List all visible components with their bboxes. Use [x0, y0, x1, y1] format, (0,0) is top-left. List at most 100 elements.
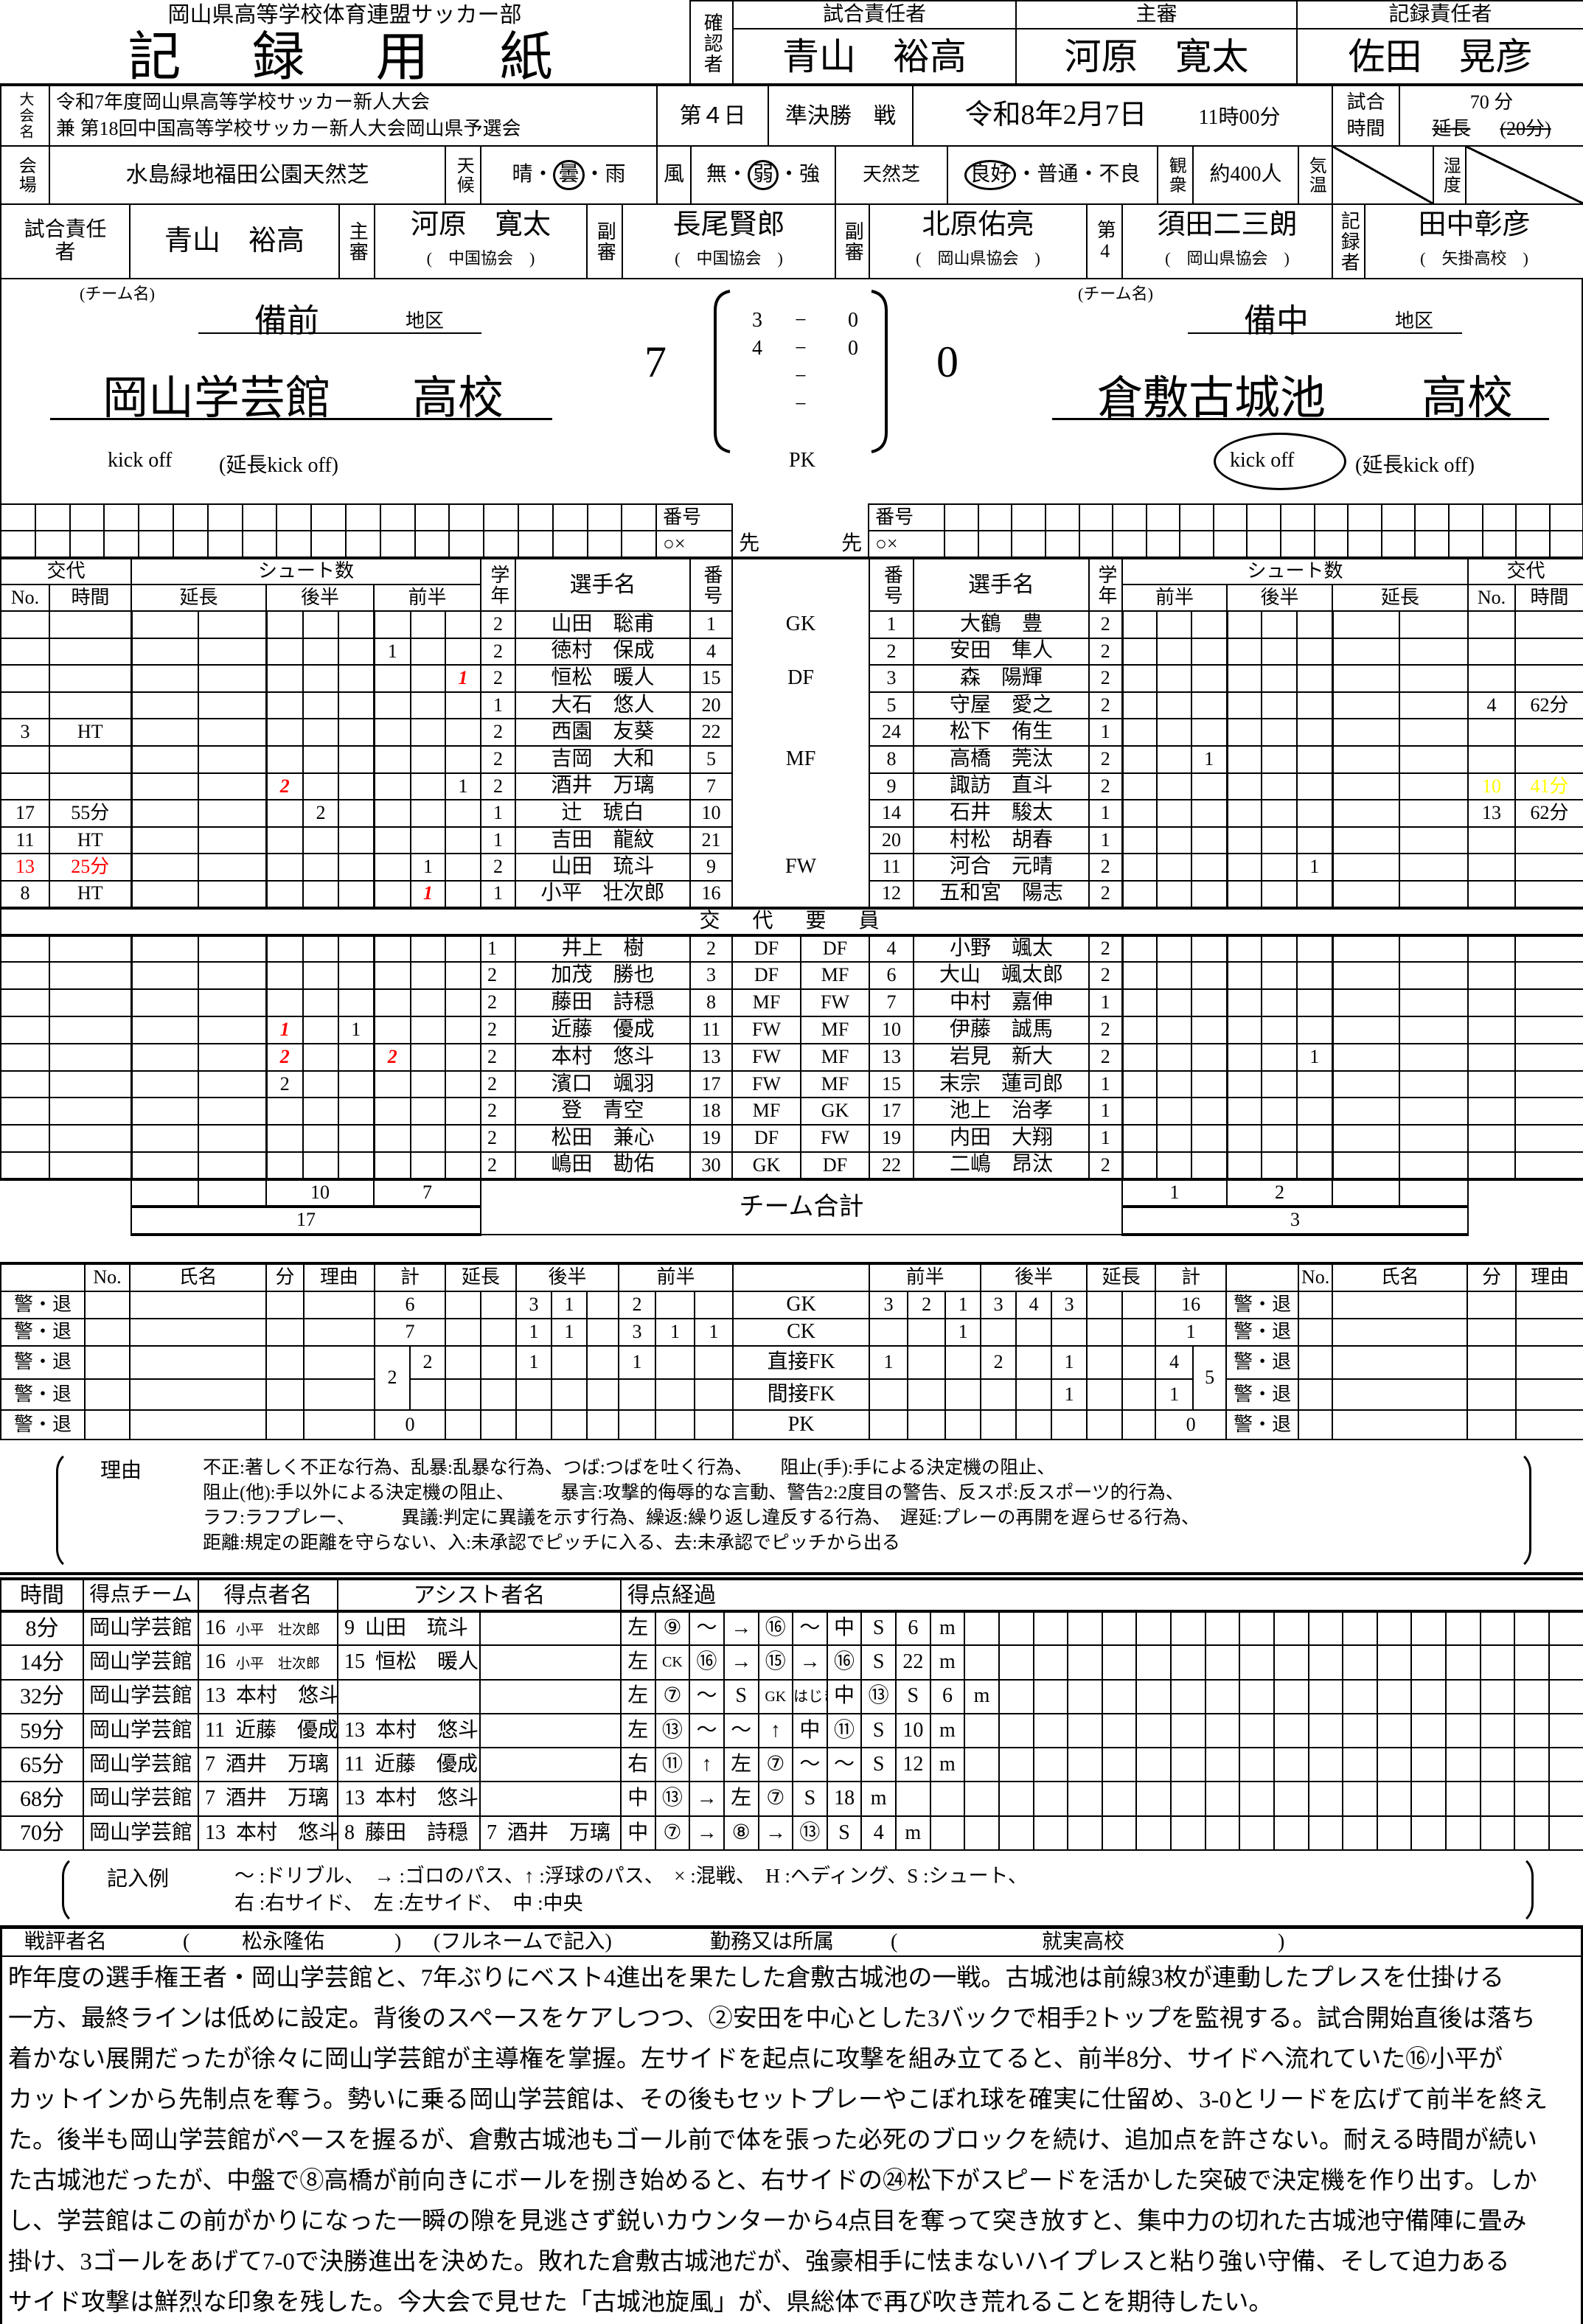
away-shot-cell[interactable] [1399, 853, 1469, 882]
away-shot-cell[interactable] [1331, 988, 1401, 1017]
home-shot-cell[interactable] [410, 826, 447, 855]
away-shot-cell[interactable] [1225, 1124, 1263, 1153]
away-shot-cell[interactable] [1399, 1042, 1469, 1072]
away-shot-cell[interactable] [1331, 1151, 1401, 1180]
away-shot-cell[interactable] [1399, 988, 1469, 1017]
home-card-no[interactable] [84, 1409, 131, 1440]
home-shot-cell[interactable]: 2 [302, 799, 340, 828]
home-shot-cell[interactable] [198, 637, 268, 666]
away-shot-cell[interactable] [1296, 610, 1334, 639]
away-shot-cell[interactable] [1261, 1042, 1298, 1072]
away-shot-cell[interactable] [1331, 718, 1401, 747]
away-shot-cell[interactable] [1191, 1124, 1228, 1153]
home-card-type[interactable]: 警・退 [0, 1291, 86, 1319]
away-shot-cell[interactable] [1261, 879, 1298, 909]
home-shot-cell[interactable] [302, 826, 340, 855]
home-shot-cell[interactable] [198, 961, 268, 991]
home-sub-no[interactable] [0, 1015, 50, 1044]
away-shot-cell[interactable] [1261, 826, 1298, 855]
away-shot-cell[interactable] [1191, 988, 1228, 1017]
home-sub-time[interactable]: HT [48, 879, 133, 909]
away-card-type[interactable]: 警・退 [1225, 1378, 1300, 1411]
home-shot-cell[interactable] [130, 718, 200, 747]
pk-away-cell[interactable] [1414, 530, 1450, 558]
away-card-no[interactable] [1298, 1345, 1334, 1380]
home-shot-cell[interactable] [302, 744, 340, 774]
away-shot-cell[interactable] [1121, 1069, 1158, 1099]
away-shot-cell[interactable] [1331, 1069, 1401, 1099]
away-shot-cell[interactable] [1225, 961, 1263, 991]
home-sub-time[interactable] [48, 1069, 133, 1099]
home-shot-cell[interactable] [445, 1015, 482, 1044]
pk-away-cell[interactable] [1212, 503, 1248, 531]
home-shot-cell[interactable] [338, 826, 375, 855]
home-sub-no[interactable]: 8 [0, 879, 50, 909]
away-sub-time[interactable]: 62分 [1514, 799, 1583, 828]
home-sub-no[interactable] [0, 664, 50, 693]
home-shot-cell[interactable] [198, 744, 268, 774]
home-shot-cell[interactable] [372, 961, 412, 991]
home-shot-cell[interactable]: 2 [372, 1042, 412, 1072]
away-shot-cell[interactable] [1225, 933, 1263, 963]
home-sub-no[interactable]: 17 [0, 799, 50, 828]
home-shot-cell[interactable] [130, 1042, 200, 1072]
away-shot-cell[interactable] [1225, 610, 1263, 639]
home-shot-cell[interactable] [410, 1151, 447, 1180]
away-shot-cell[interactable] [1399, 879, 1469, 909]
home-shot-cell[interactable] [372, 933, 412, 963]
home-shot-cell[interactable] [372, 1151, 412, 1180]
away-shot-cell[interactable] [1296, 744, 1334, 774]
home-sub-no[interactable] [0, 933, 50, 963]
home-shot-cell[interactable] [265, 744, 305, 774]
pk-home-cell[interactable] [206, 530, 243, 558]
away-shot-cell[interactable] [1121, 718, 1158, 747]
away-shot-cell[interactable] [1296, 879, 1334, 909]
away-shot-cell[interactable] [1261, 853, 1298, 882]
pk-home-cell[interactable] [517, 503, 554, 531]
pk-away-cell[interactable] [1548, 530, 1583, 558]
away-shot-cell[interactable] [1121, 1042, 1158, 1072]
home-sub-time[interactable] [48, 637, 133, 666]
pk-away-cell[interactable] [1448, 530, 1483, 558]
home-shot-cell[interactable]: 2 [265, 1069, 305, 1099]
away-shot-cell[interactable] [1191, 664, 1228, 693]
away-sub-no[interactable] [1467, 826, 1517, 855]
away-card-no[interactable] [1298, 1291, 1334, 1319]
home-sub-no[interactable] [0, 610, 50, 639]
away-shot-cell[interactable] [1191, 1042, 1228, 1072]
away-shot-cell[interactable] [1156, 988, 1193, 1017]
home-sub-no[interactable] [0, 1151, 50, 1180]
home-shot-cell[interactable] [198, 799, 268, 828]
away-shot-cell[interactable] [1261, 718, 1298, 747]
home-shot-cell[interactable] [130, 1015, 200, 1044]
away-sub-no[interactable] [1467, 853, 1517, 882]
pk-home-cell[interactable] [69, 530, 105, 558]
home-shot-cell[interactable] [410, 799, 447, 828]
away-shot-cell[interactable] [1296, 1151, 1334, 1180]
away-shot-cell[interactable] [1191, 853, 1228, 882]
home-shot-cell[interactable]: 1 [338, 1015, 375, 1044]
pk-home-cell[interactable] [241, 503, 278, 531]
pk-home-cell[interactable] [138, 503, 174, 531]
pk-away-cell[interactable] [1246, 503, 1282, 531]
away-shot-cell[interactable] [1261, 664, 1298, 693]
home-shot-cell[interactable] [445, 718, 482, 747]
home-shot-cell[interactable] [130, 664, 200, 693]
away-shot-cell[interactable] [1225, 1042, 1263, 1072]
away-sub-time[interactable] [1514, 610, 1583, 639]
home-card-reason[interactable] [303, 1345, 375, 1380]
away-shot-cell[interactable] [1331, 1097, 1401, 1126]
home-shot-cell[interactable] [338, 1097, 375, 1126]
home-sub-no[interactable]: 3 [0, 718, 50, 747]
away-shot-cell[interactable] [1399, 744, 1469, 774]
away-card-min[interactable] [1467, 1378, 1517, 1411]
pk-away-cell[interactable] [977, 503, 1013, 531]
pk-home-cell[interactable] [448, 503, 485, 531]
away-shot-cell[interactable] [1121, 637, 1158, 666]
pk-home-cell[interactable] [172, 503, 209, 531]
pk-away-cell[interactable] [1380, 530, 1416, 558]
away-sub-no[interactable] [1467, 718, 1517, 747]
pk-home-cell[interactable] [448, 530, 485, 558]
pk-home-cell[interactable] [103, 530, 140, 558]
away-sub-no[interactable] [1467, 988, 1517, 1017]
